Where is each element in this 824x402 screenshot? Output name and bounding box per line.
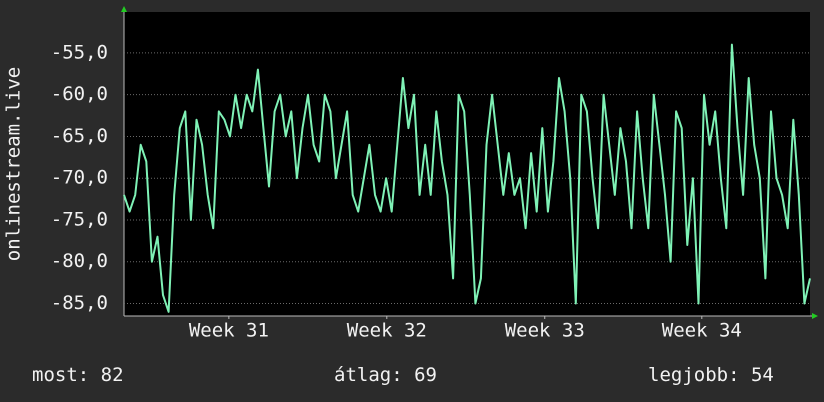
footer-label: legjobb: <box>648 364 740 386</box>
footer-value: 54 <box>751 364 774 386</box>
footer-stat: most: 82 <box>32 364 124 386</box>
footer-label: átlag: <box>334 364 403 386</box>
y-tick-label: -65,0 <box>51 125 108 147</box>
y-tick-label: -70,0 <box>51 167 108 189</box>
data-line <box>123 43 811 313</box>
footer-label: most: <box>32 364 89 386</box>
axis-arrow <box>812 313 818 319</box>
axis-arrow <box>121 6 127 12</box>
footer-value: 82 <box>101 364 124 386</box>
x-tick-label: Week 31 <box>189 320 269 342</box>
footer-stat: legjobb: 54 <box>648 364 774 386</box>
y-axis-label: onlinestream.live <box>3 67 25 261</box>
x-tick-label: Week 33 <box>505 320 585 342</box>
footer-stat: átlag: 69 <box>334 364 437 386</box>
footer-value: 69 <box>414 364 437 386</box>
x-tick-label: Week 34 <box>662 320 742 342</box>
y-tick-label: -55,0 <box>51 41 108 63</box>
y-tick-label: -80,0 <box>51 250 108 272</box>
y-tick-label: -75,0 <box>51 208 108 230</box>
y-tick-label: -85,0 <box>51 292 108 314</box>
x-tick-label: Week 32 <box>347 320 427 342</box>
y-tick-label: -60,0 <box>51 83 108 105</box>
